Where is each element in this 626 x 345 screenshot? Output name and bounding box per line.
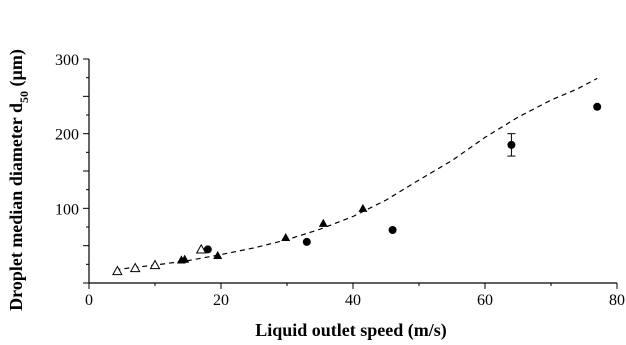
x-tick-label: 40 <box>345 292 361 309</box>
x-tick-label: 0 <box>85 292 93 309</box>
x-tick-label: 80 <box>609 292 625 309</box>
y-tick-label: 300 <box>55 52 79 69</box>
plot-area: 0 20 40 60 80 100 200 300 <box>55 52 625 309</box>
data-point-circle <box>593 102 602 111</box>
x-tick-label: 20 <box>213 292 229 309</box>
y-axis-ticks: 100 200 300 <box>55 52 89 284</box>
y-axis-title-main: Droplet median diameter d <box>6 103 26 311</box>
y-axis-title: Droplet median diameter d50 (µm) <box>6 49 31 311</box>
data-point-filled-triangle <box>318 218 328 227</box>
data-point-circle <box>388 225 397 234</box>
fit-curve <box>115 77 598 271</box>
data-point-circle <box>203 245 212 254</box>
data-point-filled-triangle <box>358 203 368 212</box>
data-markers <box>112 102 602 276</box>
data-point-filled-triangle <box>180 254 190 263</box>
data-point-open-triangle <box>149 259 161 270</box>
y-axis-title-unit: (µm) <box>6 49 27 91</box>
y-axis-title-subscript: 50 <box>17 91 31 103</box>
x-tick-label: 60 <box>477 292 493 309</box>
data-point-filled-triangle <box>213 250 223 259</box>
data-point-circle <box>302 237 311 246</box>
data-point-open-triangle <box>112 265 123 276</box>
x-axis-ticks: 0 20 40 60 80 <box>85 283 625 309</box>
data-point-open-triangle <box>129 262 141 273</box>
y-tick-label: 200 <box>55 127 79 144</box>
x-axis-title: Liquid outlet speed (m/s) <box>255 320 447 341</box>
data-point-open-triangle <box>195 243 207 254</box>
y-tick-label: 100 <box>55 201 79 218</box>
data-point-filled-triangle <box>281 232 291 242</box>
